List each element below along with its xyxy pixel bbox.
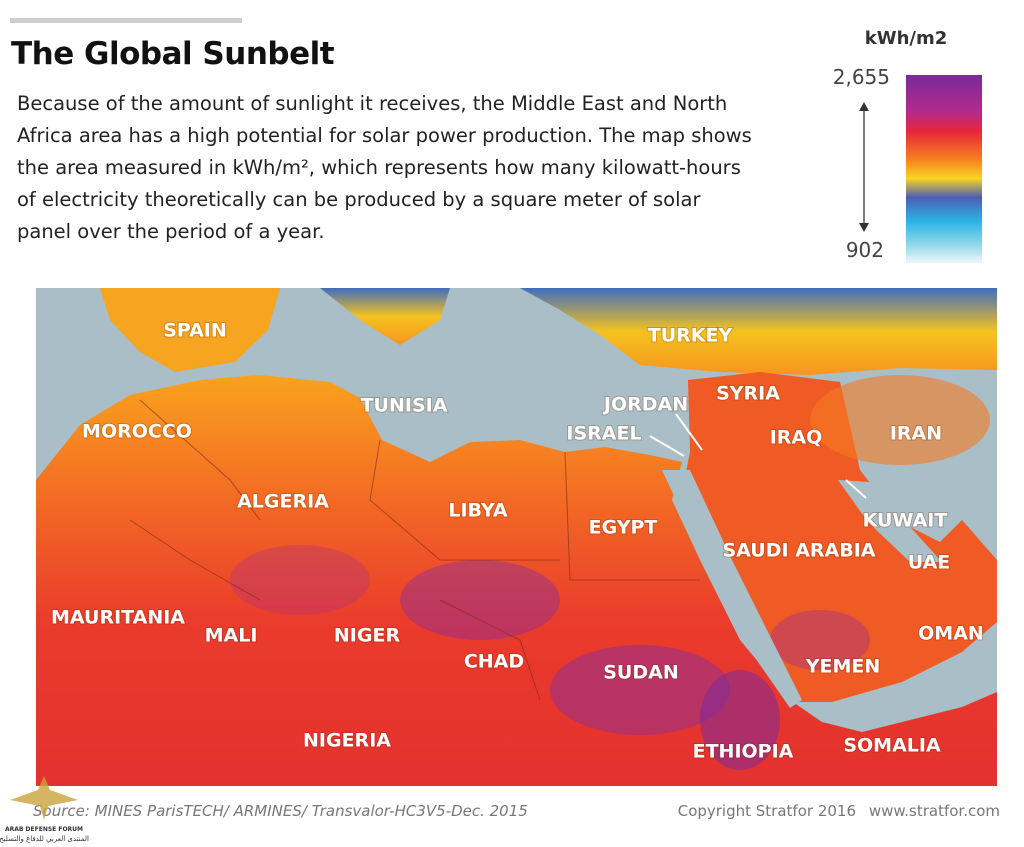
legend-unit: kWh/m2: [865, 28, 948, 49]
land-arabia: [684, 372, 997, 702]
country-label: YEMEN: [805, 656, 881, 678]
country-label: SAUDI ARABIA: [723, 540, 876, 562]
country-label: ETHIOPIA: [693, 741, 794, 763]
country-label: SYRIA: [716, 383, 780, 405]
country-label: UAE: [908, 552, 951, 574]
country-label: ALGERIA: [237, 491, 329, 513]
country-label: IRAN: [890, 423, 942, 445]
country-label: MAURITANIA: [51, 607, 185, 629]
country-label: CHAD: [464, 651, 524, 673]
jordan-leader: [675, 413, 703, 451]
kuwait-leader: [845, 479, 867, 499]
watermark-arabic: المنتدى العربي للدفاع والتسليح: [0, 835, 89, 843]
country-label: TUNISIA: [361, 395, 448, 417]
country-label: JORDAN: [602, 394, 688, 416]
top-rule: [10, 18, 242, 23]
watermark: ARAB DEFENSE FORUM: [5, 826, 83, 833]
israel-leader: [649, 435, 685, 457]
title: The Global Sunbelt: [11, 36, 335, 72]
watermark-logo: [10, 776, 78, 820]
description: Because of the amount of sunlight it rec…: [17, 92, 752, 243]
high-zone: [400, 560, 560, 640]
country-label: SUDAN: [603, 662, 679, 684]
legend-min: 902: [846, 238, 884, 262]
land-north: [520, 288, 997, 375]
legend-color-bar: [906, 75, 982, 263]
persian-gulf: [838, 480, 942, 562]
red-sea: [662, 470, 802, 708]
source: Source: MINES ParisTECH/ ARMINES/ Transv…: [33, 802, 528, 820]
borders: [129, 399, 700, 701]
country-labels: SPAIN TURKEY MOROCCO TUNISIA JORDAN SYRIA ISRA…: [50, 319, 985, 764]
country-label: SOMALIA: [843, 735, 941, 757]
country-label: MALI: [205, 625, 258, 647]
land-iberia: [100, 288, 280, 372]
country-label: LIBYA: [448, 500, 508, 522]
high-zone: [770, 610, 870, 670]
land-italy: [320, 288, 450, 345]
country-label: KUWAIT: [863, 510, 948, 532]
country-label: OMAN: [918, 623, 984, 645]
legend-max: 2,655: [833, 65, 890, 89]
high-zone: [700, 670, 780, 770]
country-label: EGYPT: [589, 517, 658, 539]
website: www.stratfor.com: [869, 802, 1000, 820]
map: SPAIN TURKEY MOROCCO TUNISIA JORDAN SYRIA ISRA…: [36, 288, 997, 786]
country-label: NIGER: [334, 625, 401, 647]
zone: [810, 375, 990, 465]
copyright: Copyright Stratfor 2016: [678, 802, 856, 820]
country-label: SPAIN: [163, 320, 227, 342]
high-zone: [550, 645, 730, 735]
country-label: NIGERIA: [303, 730, 391, 752]
high-zone: [230, 545, 370, 615]
country-label: ISRAEL: [566, 423, 641, 445]
country-label: IRAQ: [770, 427, 823, 449]
country-label: TURKEY: [648, 325, 733, 347]
country-label: MOROCCO: [82, 421, 192, 443]
